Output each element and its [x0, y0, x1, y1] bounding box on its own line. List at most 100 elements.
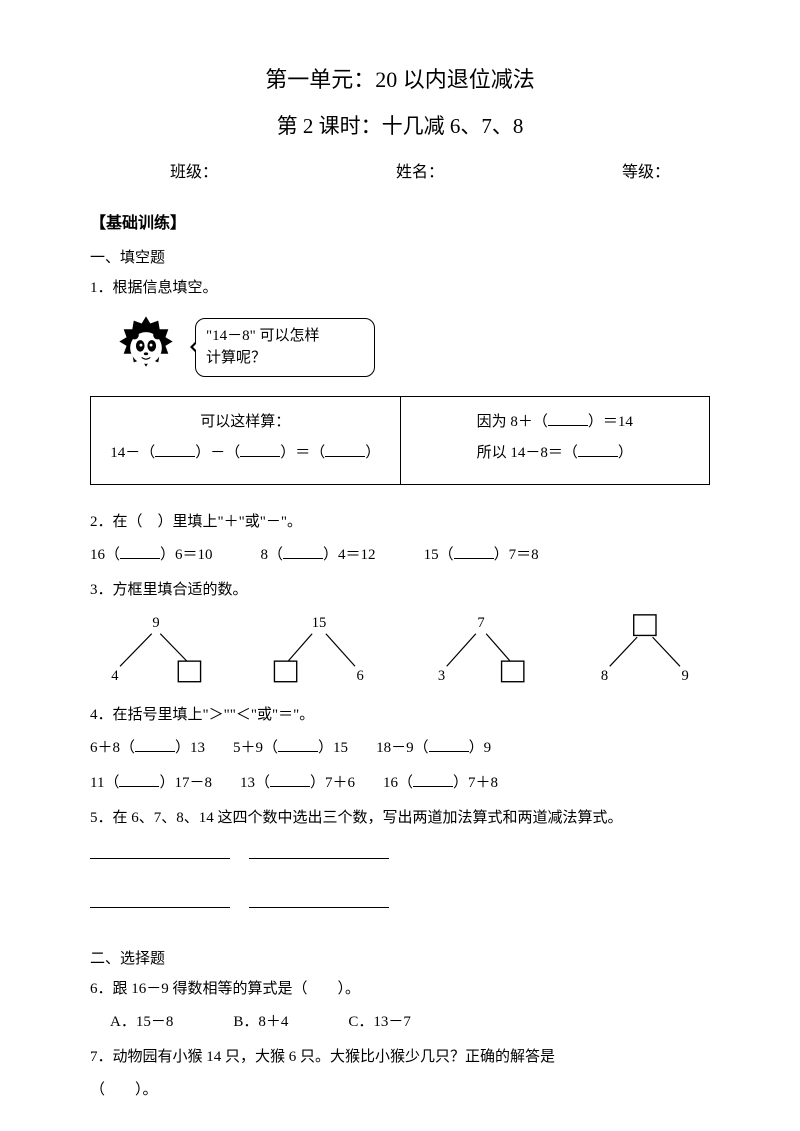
q2-prompt: 2．在（ ）里填上"＋"或"－"。	[90, 509, 710, 536]
txt: ）7＋8	[453, 775, 498, 791]
number-bond-1: 9 4	[96, 610, 216, 690]
panda-icon	[110, 312, 182, 384]
blank[interactable]	[240, 442, 280, 457]
blank[interactable]	[283, 544, 323, 559]
txt: 16（	[90, 547, 120, 563]
grade-label: 等级：	[622, 159, 670, 188]
speech-line1: "14－8" 可以怎样	[206, 325, 364, 348]
q4-prompt: 4．在括号里填上"＞""＜"或"＝"。	[90, 702, 710, 729]
blank[interactable]	[270, 772, 310, 787]
q3-prompt: 3．方框里填合适的数。	[90, 577, 710, 604]
txt: 13（	[240, 775, 270, 791]
q6-prompt: 6．跟 16－9 得数相等的算式是（ ）。	[90, 976, 710, 1003]
svg-text:15: 15	[311, 615, 326, 631]
txt: 11（	[90, 775, 119, 791]
svg-text:8: 8	[601, 668, 608, 684]
txt: ）－（	[195, 445, 240, 461]
txt: ）＝14	[588, 414, 633, 430]
student-info-row: 班级： 姓名： 等级：	[90, 159, 710, 188]
q5-answer-lines	[90, 842, 710, 918]
blank[interactable]	[119, 772, 159, 787]
q4-r1e1: 6＋8（ ）13	[90, 735, 205, 762]
svg-text:9: 9	[681, 668, 688, 684]
answer-blank[interactable]	[249, 893, 389, 908]
q6-choice-b[interactable]: B．8＋4	[233, 1009, 288, 1036]
q4-r2e1: 11（ ）17－8	[90, 770, 212, 797]
blank[interactable]	[454, 544, 494, 559]
blank[interactable]	[278, 737, 318, 752]
blank[interactable]	[548, 411, 588, 426]
q2-row: 16（ ）6＝10 8（ ）4＝12 15（ ）7＝8	[90, 542, 710, 569]
q5-prompt: 5．在 6、7、8、14 这四个数中选出三个数，写出两道加法算式和两道减法算式。	[90, 805, 710, 832]
unit-title: 第一单元：20 以内退位减法	[90, 60, 710, 100]
blank[interactable]	[120, 544, 160, 559]
txt: 15（	[424, 547, 454, 563]
svg-text:6: 6	[356, 668, 363, 684]
q4-row1: 6＋8（ ）13 5＋9（ ）15 18－9（ ）9	[90, 735, 710, 762]
txt: ）15	[318, 740, 348, 756]
txt: ）	[618, 445, 633, 461]
q2-e3: 15（ ）7＝8	[424, 542, 539, 569]
q4-r2e3: 16（ ）7＋8	[383, 770, 498, 797]
part1-heading: 一、填空题	[90, 245, 710, 272]
q1-right-line1: 因为 8＋（ ）＝14	[419, 407, 692, 439]
blank[interactable]	[325, 442, 365, 457]
q6-choice-a[interactable]: A．15－8	[110, 1009, 173, 1036]
q3-row: 9 4 15 6 7 3 8 9	[90, 610, 710, 690]
blank[interactable]	[578, 442, 618, 457]
name-label: 姓名：	[396, 159, 444, 188]
blank[interactable]	[429, 737, 469, 752]
number-bond-4: 8 9	[584, 610, 704, 690]
q1-left-title: 可以这样算：	[109, 407, 382, 439]
speech-line2: 计算呢？	[206, 347, 364, 370]
txt: 所以 14－8＝（	[477, 445, 578, 461]
class-label: 班级：	[170, 159, 218, 188]
number-bond-2: 15 6	[259, 610, 379, 690]
q1-right-line2: 所以 14－8＝（ ）	[419, 438, 692, 470]
answer-blank[interactable]	[249, 844, 389, 859]
q4-r1e3: 18－9（ ）9	[376, 735, 491, 762]
txt: 14－（	[110, 445, 155, 461]
q4-r2e2: 13（ ）7＋6	[240, 770, 355, 797]
q1-left-eq: 14－（ ）－（ ）＝（ ）	[109, 438, 382, 470]
txt: ）6＝10	[160, 547, 213, 563]
q7-prompt-line2: （ ）。	[90, 1077, 710, 1104]
section-basic-training: 【基础训练】	[90, 210, 710, 239]
q7-prompt-line1: 7．动物园有小猴 14 只，大猴 6 只。大猴比小猴少几只？正确的解答是	[90, 1044, 710, 1071]
q4-r1e2: 5＋9（ ）15	[233, 735, 348, 762]
txt: 8（	[261, 547, 284, 563]
blank[interactable]	[155, 442, 195, 457]
lesson-title: 第 2 课时：十几减 6、7、8	[90, 108, 710, 146]
txt: 因为 8＋（	[477, 414, 548, 430]
q1-prompt: 1．根据信息填空。	[90, 275, 710, 302]
part2-heading: 二、选择题	[90, 946, 710, 973]
txt: ）9	[469, 740, 492, 756]
svg-text:9: 9	[152, 615, 159, 631]
txt: ）4＝12	[323, 547, 376, 563]
txt: ）7＝8	[494, 547, 539, 563]
txt: ）13	[175, 740, 205, 756]
svg-text:3: 3	[438, 668, 445, 684]
txt: 6＋8（	[90, 740, 135, 756]
txt: ）17－8	[159, 775, 212, 791]
txt: 16（	[383, 775, 413, 791]
q1-table-left: 可以这样算： 14－（ ）－（ ）＝（ ）	[91, 397, 401, 484]
txt: ）7＋6	[310, 775, 355, 791]
q1-table: 可以这样算： 14－（ ）－（ ）＝（ ） 因为 8＋（ ）＝14 所以 14－8＝（ ）	[90, 396, 710, 485]
answer-blank[interactable]	[90, 844, 230, 859]
svg-text:7: 7	[478, 615, 485, 631]
blank[interactable]	[413, 772, 453, 787]
q6-choice-c[interactable]: C．13－7	[348, 1009, 411, 1036]
number-bond-3: 7 3	[421, 610, 541, 690]
txt: ）	[365, 445, 380, 461]
blank[interactable]	[135, 737, 175, 752]
q1-figure: "14－8" 可以怎样 计算呢？	[90, 308, 710, 388]
svg-text:4: 4	[111, 668, 119, 684]
txt: 5＋9（	[233, 740, 278, 756]
txt: 18－9（	[376, 740, 429, 756]
q6-choices: A．15－8 B．8＋4 C．13－7	[110, 1009, 710, 1036]
txt: ）＝（	[280, 445, 325, 461]
answer-blank[interactable]	[90, 893, 230, 908]
q1-table-right: 因为 8＋（ ）＝14 所以 14－8＝（ ）	[401, 397, 710, 484]
q2-e1: 16（ ）6＝10	[90, 542, 213, 569]
